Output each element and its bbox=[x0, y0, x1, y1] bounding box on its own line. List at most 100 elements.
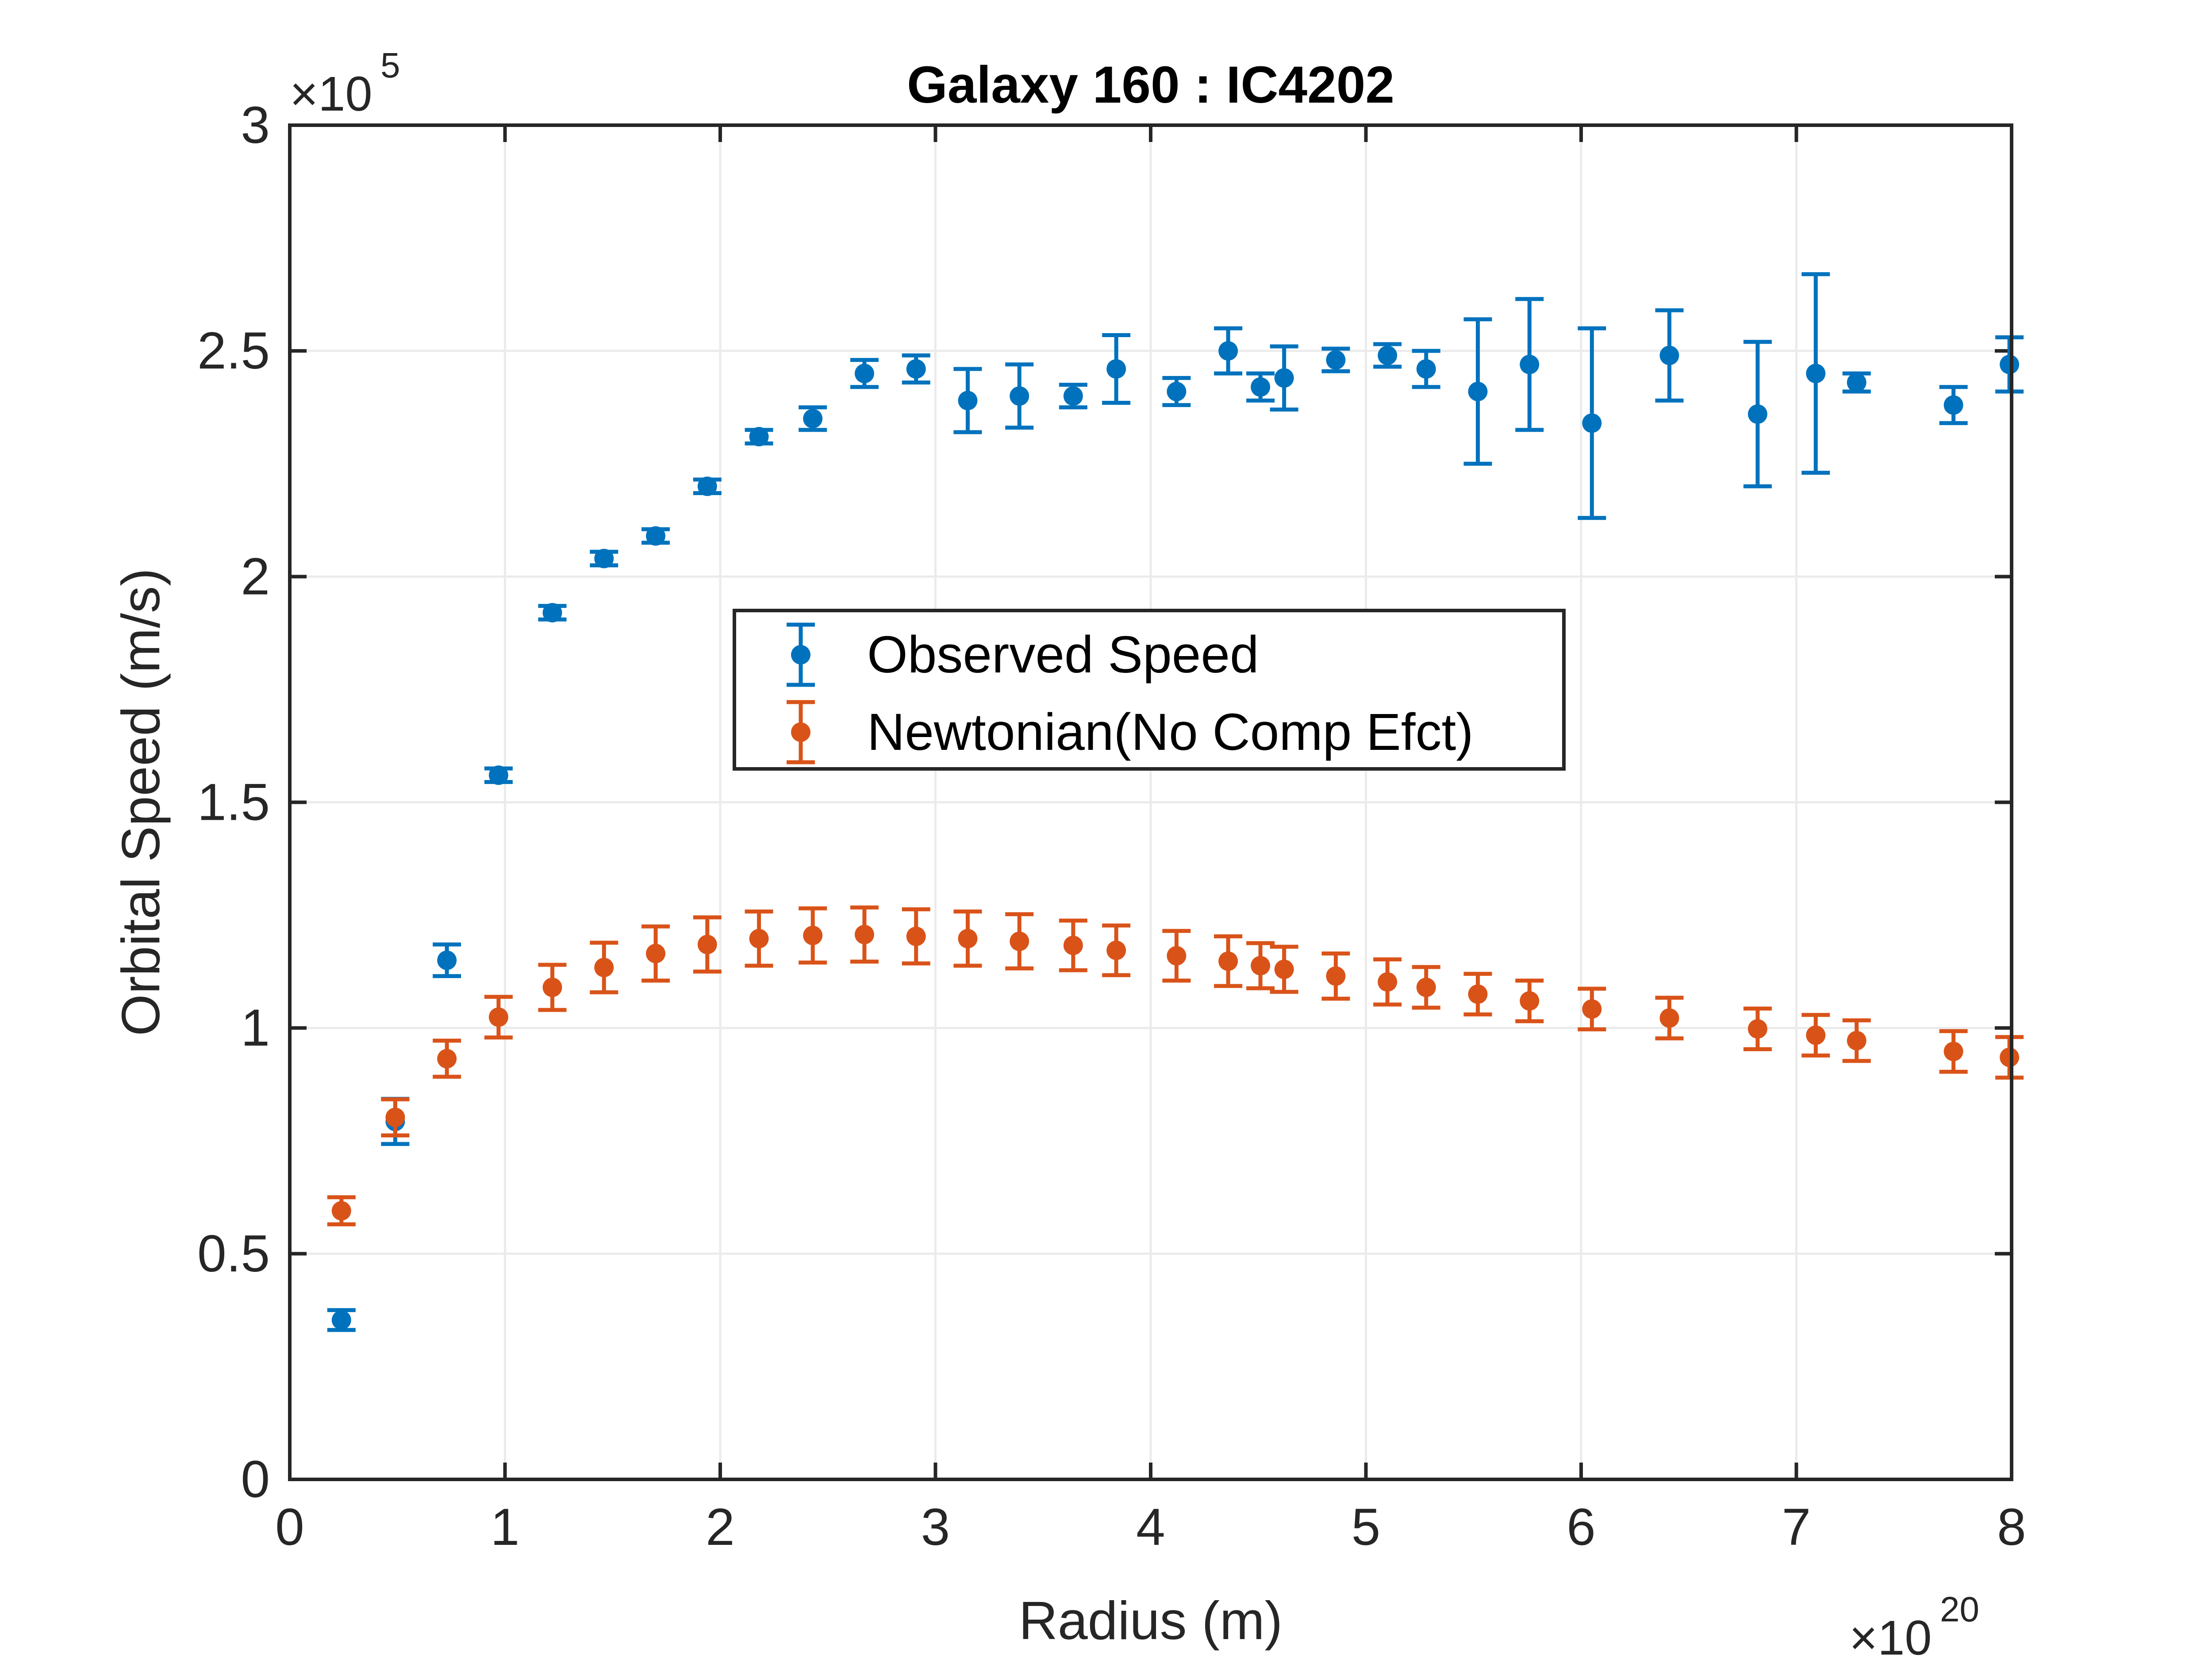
data-point-group bbox=[590, 941, 618, 995]
data-point bbox=[1378, 972, 1398, 992]
data-point-group bbox=[799, 405, 827, 432]
data-point-group bbox=[1655, 995, 1684, 1041]
data-point bbox=[1847, 373, 1866, 392]
data-point bbox=[749, 427, 769, 447]
data-point bbox=[906, 359, 926, 379]
data-point-group bbox=[1005, 912, 1034, 971]
data-point-group bbox=[745, 427, 773, 447]
data-point-group bbox=[1463, 317, 1492, 466]
data-point-group bbox=[1743, 340, 1772, 488]
data-point bbox=[488, 765, 508, 785]
data-point bbox=[854, 364, 874, 384]
data-point-group bbox=[1842, 1018, 1871, 1063]
tick-labels: 0 1 2 3 4 5 6 7 8 0 0.5 1 1.5 2 2.5 3 bbox=[197, 96, 2026, 1556]
data-point-group bbox=[1578, 326, 1606, 520]
data-point-group bbox=[1515, 297, 1544, 432]
data-point-group bbox=[1162, 376, 1191, 407]
data-point bbox=[1010, 931, 1029, 951]
data-point-group bbox=[1102, 333, 1131, 405]
data-point-group bbox=[1655, 308, 1684, 403]
series-newtonian bbox=[327, 905, 2024, 1227]
data-point bbox=[646, 944, 666, 964]
data-point bbox=[1106, 359, 1126, 379]
data-point bbox=[646, 526, 666, 546]
data-point bbox=[2000, 354, 2020, 374]
data-point-group bbox=[484, 995, 513, 1040]
data-point bbox=[1659, 1008, 1679, 1028]
axes-box bbox=[288, 123, 2013, 1481]
y-exponent-power: 5 bbox=[380, 46, 400, 85]
y-axis-label: Orbital Speed (m/s) bbox=[111, 568, 171, 1036]
x-tick-label: 3 bbox=[921, 1498, 950, 1556]
data-point bbox=[1747, 404, 1767, 424]
data-point-group bbox=[1515, 979, 1544, 1023]
data-point-group bbox=[590, 549, 618, 568]
data-point-group bbox=[1578, 987, 1606, 1032]
x-tick-label: 4 bbox=[1136, 1498, 1165, 1556]
data-point bbox=[1943, 1041, 1963, 1061]
x-tick-label: 8 bbox=[1997, 1498, 2026, 1556]
data-point bbox=[1167, 946, 1187, 966]
legend: Observed Speed Newtonian(No Comp Efct) bbox=[733, 609, 1566, 771]
legend-entry-observed bbox=[787, 622, 815, 687]
chart-title: Galaxy 160 : IC4202 bbox=[907, 56, 1394, 114]
data-point bbox=[385, 1107, 405, 1127]
data-point-group bbox=[538, 963, 567, 1012]
data-point-group bbox=[902, 353, 930, 385]
series-layer bbox=[327, 272, 2024, 1332]
data-point bbox=[1520, 991, 1540, 1011]
data-point bbox=[1274, 368, 1294, 388]
data-point-group bbox=[381, 1097, 410, 1138]
data-point bbox=[488, 1007, 508, 1027]
data-point-group bbox=[693, 476, 722, 496]
data-point bbox=[1218, 951, 1238, 971]
data-point-group bbox=[1373, 957, 1402, 1007]
data-point-group bbox=[1842, 371, 1871, 394]
x-exponent-power: 20 bbox=[1940, 1590, 1979, 1629]
data-point bbox=[331, 1201, 351, 1221]
data-point bbox=[697, 476, 717, 496]
x-tick-label: 0 bbox=[275, 1498, 304, 1556]
legend-marker-newtonian bbox=[787, 700, 815, 764]
data-point bbox=[854, 925, 874, 945]
data-point-group bbox=[1246, 941, 1275, 991]
data-point-group bbox=[1246, 371, 1275, 403]
legend-entry-newtonian bbox=[787, 700, 815, 764]
data-point-group bbox=[641, 526, 670, 546]
data-point bbox=[1063, 935, 1083, 955]
data-point bbox=[1806, 364, 1826, 384]
data-point bbox=[1582, 999, 1602, 1019]
data-point bbox=[1659, 346, 1679, 365]
data-point bbox=[2000, 1047, 2020, 1067]
data-point-group bbox=[327, 1308, 356, 1332]
data-point bbox=[1167, 381, 1187, 401]
data-point bbox=[1378, 346, 1398, 365]
x-axis-label: Radius (m) bbox=[1019, 1590, 1283, 1651]
data-point-group bbox=[1995, 335, 2024, 394]
data-point bbox=[331, 1310, 351, 1330]
data-point-group bbox=[1270, 945, 1298, 994]
x-tick-label: 6 bbox=[1567, 1498, 1596, 1556]
data-point-group bbox=[1939, 1029, 1968, 1074]
data-point bbox=[1063, 386, 1083, 406]
data-point bbox=[1251, 956, 1271, 975]
x-tick-label: 2 bbox=[706, 1498, 735, 1556]
y-tick-label: 1 bbox=[241, 999, 270, 1057]
data-point bbox=[1468, 381, 1488, 401]
data-point-group bbox=[745, 909, 773, 968]
y-tick-label: 3 bbox=[241, 96, 270, 154]
data-point-group bbox=[1801, 272, 1830, 475]
data-point-group bbox=[327, 1195, 356, 1227]
data-point bbox=[697, 934, 717, 954]
data-point bbox=[791, 645, 810, 664]
legend-label-observed: Observed Speed bbox=[867, 626, 1259, 684]
legend-box bbox=[733, 609, 1566, 771]
data-point-group bbox=[1102, 923, 1131, 977]
y-tick-label: 2 bbox=[241, 547, 270, 606]
y-tick-label: 1.5 bbox=[197, 773, 270, 832]
x-tick-label: 5 bbox=[1352, 1498, 1381, 1556]
data-point bbox=[437, 1049, 457, 1069]
data-point-group bbox=[1321, 951, 1350, 1001]
series-observed bbox=[327, 272, 2024, 1332]
